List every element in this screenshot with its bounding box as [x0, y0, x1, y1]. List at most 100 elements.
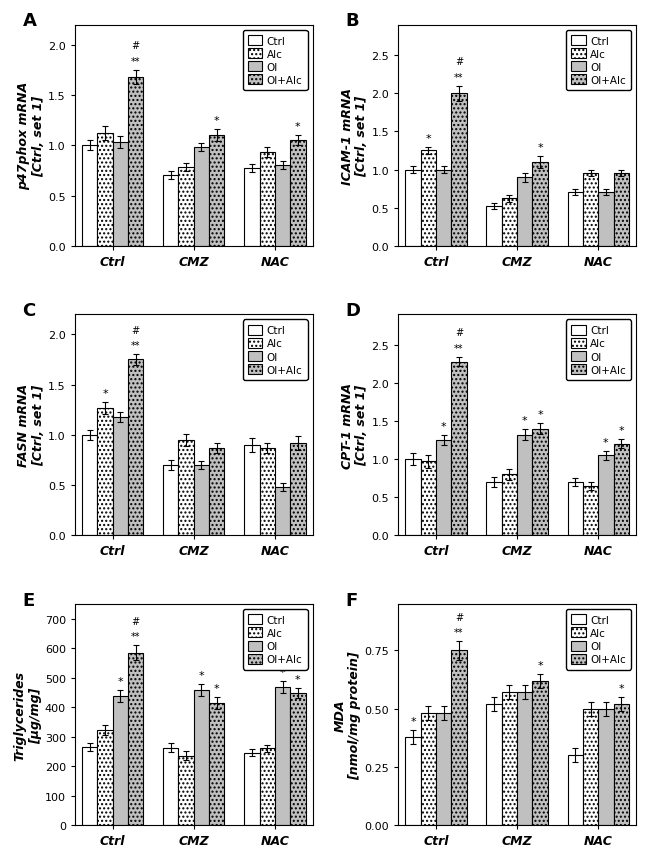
Bar: [244, 169, 259, 246]
Text: *: *: [102, 388, 108, 399]
Bar: [451, 362, 467, 536]
Legend: Ctrl, Alc, Ol, Ol+Alc: Ctrl, Alc, Ol, Ol+Alc: [566, 320, 631, 381]
Text: A: A: [23, 12, 36, 30]
Bar: [421, 152, 436, 246]
Bar: [259, 449, 275, 536]
Text: *: *: [214, 116, 220, 126]
Text: #: #: [455, 57, 463, 67]
Text: B: B: [346, 12, 359, 30]
Legend: Ctrl, Alc, Ol, Ol+Alc: Ctrl, Alc, Ol, Ol+Alc: [566, 31, 631, 91]
Bar: [291, 693, 306, 825]
Text: **: **: [131, 341, 140, 351]
Bar: [502, 692, 517, 825]
Bar: [502, 475, 517, 536]
Bar: [82, 146, 98, 246]
Text: **: **: [454, 72, 463, 83]
Bar: [98, 730, 112, 825]
Bar: [583, 486, 598, 536]
Bar: [98, 134, 112, 246]
Text: *: *: [441, 421, 447, 431]
Bar: [486, 482, 502, 536]
Text: **: **: [131, 631, 140, 641]
Text: *: *: [199, 671, 204, 680]
Bar: [179, 168, 194, 246]
Bar: [421, 461, 436, 536]
Bar: [451, 94, 467, 246]
Y-axis label: p47phox mRNA
[Ctrl, set 1]: p47phox mRNA [Ctrl, set 1]: [18, 82, 46, 190]
Bar: [128, 360, 143, 536]
Bar: [275, 487, 291, 536]
Bar: [179, 756, 194, 825]
Legend: Ctrl, Alc, Ol, Ol+Alc: Ctrl, Alc, Ol, Ol+Alc: [242, 31, 307, 91]
Text: *: *: [538, 410, 543, 420]
Bar: [128, 653, 143, 825]
Bar: [209, 703, 224, 825]
Bar: [406, 170, 421, 246]
Bar: [194, 148, 209, 246]
Y-axis label: CPT-1 mRNA
[Ctrl, set 1]: CPT-1 mRNA [Ctrl, set 1]: [341, 382, 369, 468]
Text: *: *: [280, 667, 285, 678]
Text: E: E: [23, 591, 34, 609]
Text: *: *: [118, 677, 123, 686]
Text: *: *: [538, 143, 543, 152]
Bar: [532, 681, 548, 825]
Bar: [406, 737, 421, 825]
Bar: [583, 174, 598, 246]
Text: *: *: [295, 674, 301, 684]
Text: *: *: [214, 683, 220, 693]
Bar: [436, 170, 451, 246]
Bar: [598, 193, 614, 246]
Legend: Ctrl, Alc, Ol, Ol+Alc: Ctrl, Alc, Ol, Ol+Alc: [566, 610, 631, 670]
Bar: [502, 199, 517, 246]
Bar: [436, 714, 451, 825]
Bar: [614, 704, 629, 825]
Bar: [517, 178, 532, 246]
Legend: Ctrl, Alc, Ol, Ol+Alc: Ctrl, Alc, Ol, Ol+Alc: [242, 320, 307, 381]
Text: **: **: [454, 344, 463, 354]
Bar: [163, 466, 179, 536]
Bar: [112, 418, 128, 536]
Text: **: **: [131, 57, 140, 67]
Bar: [259, 153, 275, 246]
Bar: [567, 482, 583, 536]
Text: *: *: [295, 122, 301, 132]
Bar: [194, 466, 209, 536]
Bar: [82, 747, 98, 825]
Bar: [194, 691, 209, 825]
Bar: [259, 748, 275, 825]
Text: **: **: [454, 628, 463, 637]
Bar: [244, 753, 259, 825]
Y-axis label: FASN mRNA
[Ctrl, set 1]: FASN mRNA [Ctrl, set 1]: [18, 384, 46, 467]
Bar: [209, 449, 224, 536]
Bar: [567, 193, 583, 246]
Text: C: C: [23, 301, 36, 319]
Bar: [112, 697, 128, 825]
Y-axis label: ICAM-1 mRNA
[Ctrl, set 1]: ICAM-1 mRNA [Ctrl, set 1]: [341, 88, 369, 184]
Bar: [486, 207, 502, 246]
Bar: [163, 747, 179, 825]
Text: *: *: [410, 715, 416, 726]
Bar: [583, 709, 598, 825]
Bar: [598, 455, 614, 536]
Bar: [98, 408, 112, 536]
Bar: [163, 177, 179, 246]
Bar: [614, 174, 629, 246]
Bar: [598, 709, 614, 825]
Bar: [421, 714, 436, 825]
Bar: [406, 460, 421, 536]
Bar: [275, 166, 291, 246]
Text: #: #: [131, 41, 140, 52]
Text: #: #: [131, 616, 140, 626]
Text: *: *: [522, 416, 528, 426]
Text: #: #: [455, 612, 463, 622]
Legend: Ctrl, Alc, Ol, Ol+Alc: Ctrl, Alc, Ol, Ol+Alc: [242, 610, 307, 670]
Text: F: F: [346, 591, 358, 609]
Text: *: *: [618, 426, 624, 436]
Bar: [532, 163, 548, 246]
Bar: [128, 77, 143, 246]
Text: #: #: [455, 328, 463, 338]
Bar: [451, 651, 467, 825]
Bar: [244, 445, 259, 536]
Text: *: *: [603, 437, 609, 447]
Bar: [567, 755, 583, 825]
